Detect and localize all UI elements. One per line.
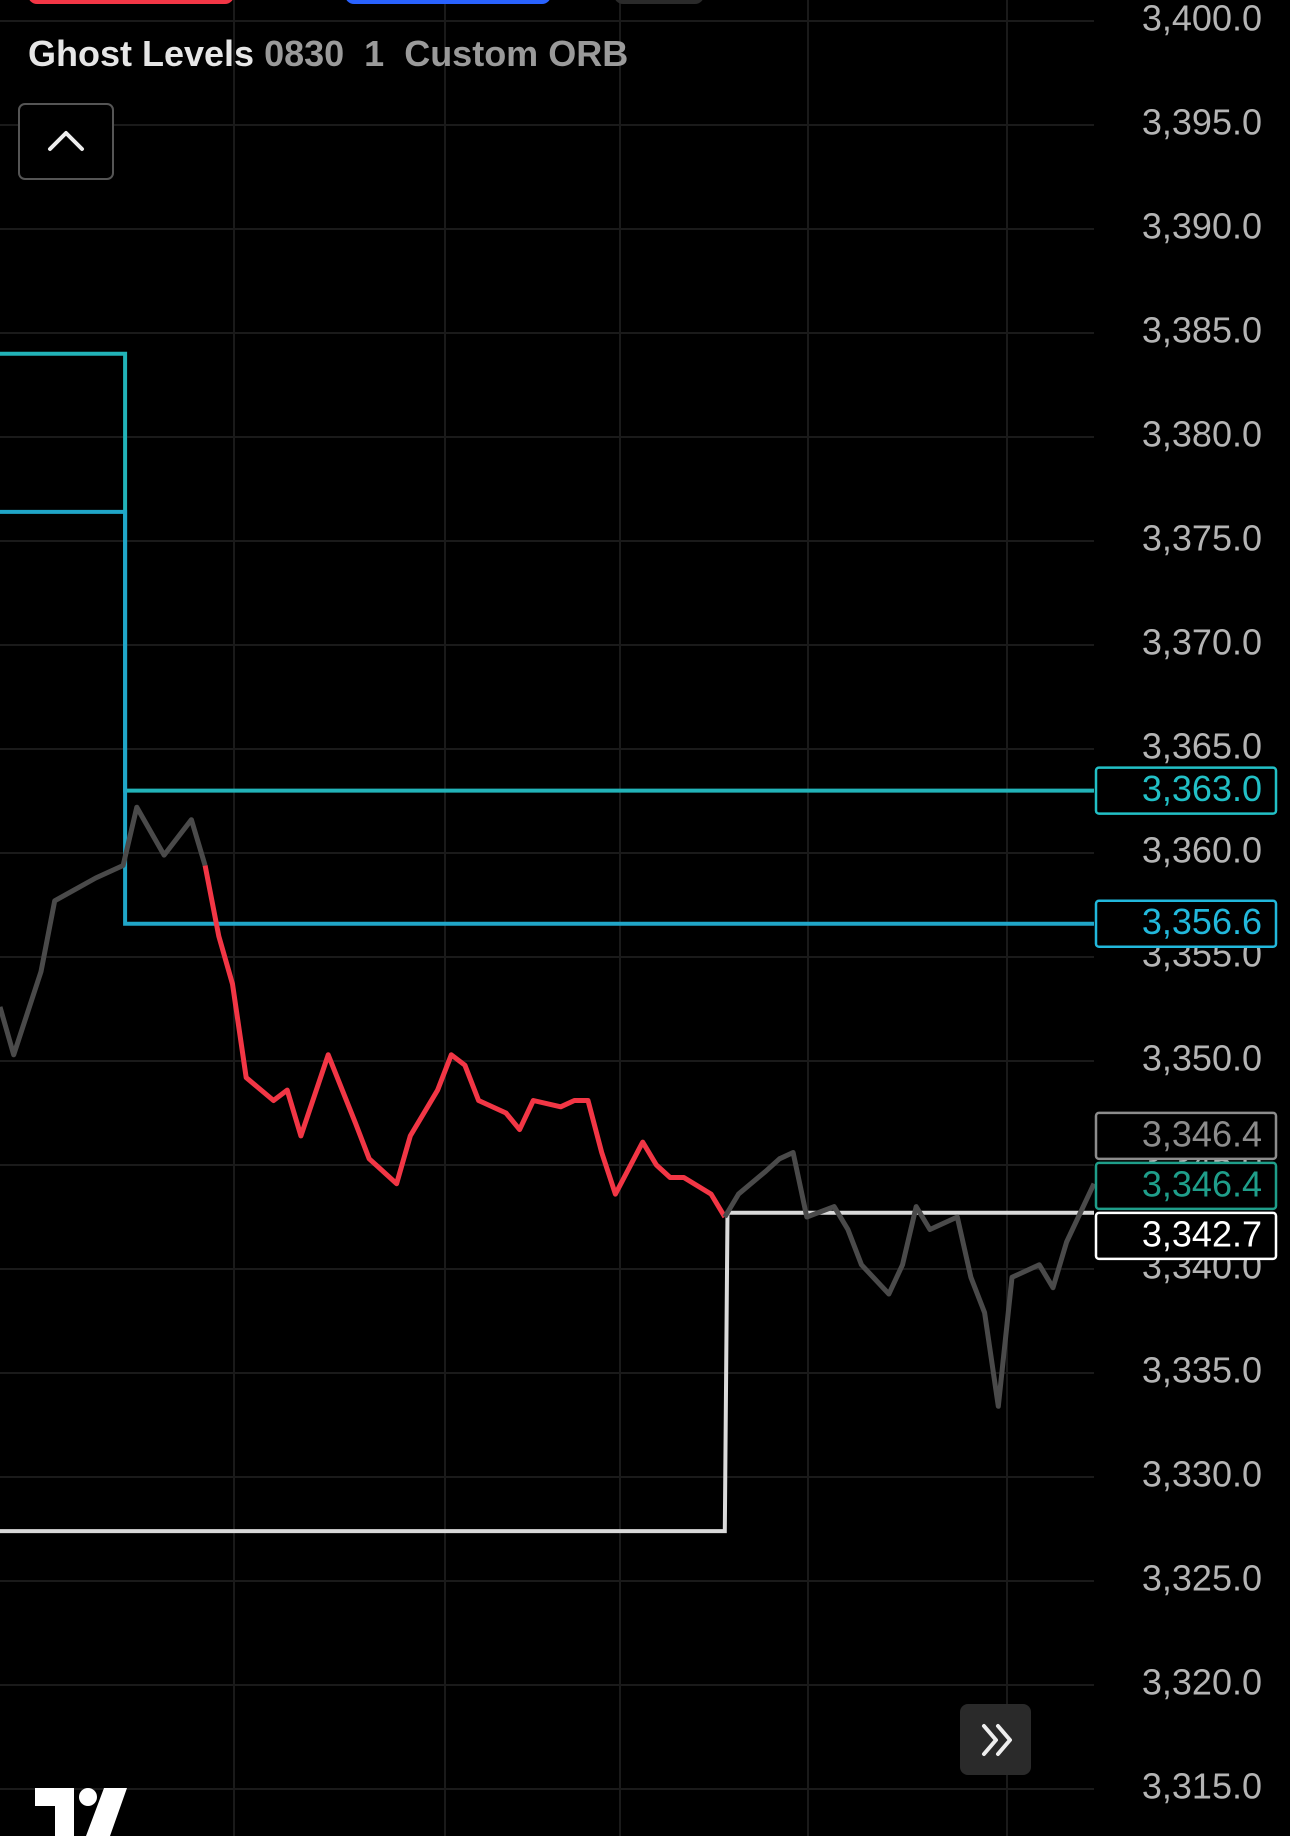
price-label-box [1094,1211,1278,1261]
price-line [0,804,208,1058]
price-label-box [1094,1161,1278,1211]
logo-part[interactable] [35,1788,74,1836]
y-tick-label: 3,385.0 [1142,310,1262,351]
tab-blue[interactable] [345,0,551,4]
y-tick-label: 3,330.0 [1142,1454,1262,1495]
price-label: 3,346.4 [1142,1113,1262,1154]
price-label-box [1094,1111,1278,1161]
y-tick-label: 3,360.0 [1142,830,1262,871]
tab-gray[interactable] [614,0,704,4]
y-tick-label: 3,370.0 [1142,622,1262,663]
price-label-box [1094,899,1278,948]
scroll-latest-button[interactable] [960,1704,1031,1775]
y-tick-label: 3,400.0 [1142,0,1262,39]
price-label: 3,363.0 [1142,768,1262,809]
y-tick-label: 3,325.0 [1142,1558,1262,1599]
y-tick-label: 3,390.0 [1142,206,1262,247]
y-tick-label: 3,395.0 [1142,102,1262,143]
indicator-name: Ghost Levels [28,33,254,74]
y-tick-label: 3,365.0 [1142,726,1262,767]
y-tick-label: 3,335.0 [1142,1350,1262,1391]
y-tick-label: 3,315.0 [1142,1766,1262,1807]
horizontal-grid [0,20,1094,1790]
y-tick-label: 3,320.0 [1142,1662,1262,1703]
y-tick-label: 3,380.0 [1142,414,1262,455]
y-tick-label: 3,350.0 [1142,1038,1262,1079]
logo[interactable] [35,1788,127,1836]
collapse-button[interactable] [18,103,114,180]
orb-level-line [0,1210,1094,1534]
price-label: 3,356.6 [1142,901,1262,942]
legend: Ghost Levels 0830 1 Custom ORB [28,33,628,74]
tab-red[interactable] [28,0,234,4]
plot [0,351,1097,1534]
y-tick-label: 3,375.0 [1142,518,1262,559]
button-frame[interactable] [18,103,114,180]
logo-part[interactable] [86,1788,127,1836]
chevron-up[interactable] [48,131,84,151]
price-line [722,1150,1097,1409]
indicator-params: 0830 1 Custom ORB [264,33,628,74]
price-label: 3,346.4 [1142,1163,1262,1204]
price-label: 3,342.7 [1142,1213,1262,1254]
logo-part[interactable] [79,1788,97,1806]
price-label-box [1094,766,1278,815]
orb-level-line [0,509,1094,926]
price-line [202,865,727,1219]
price-labels: 3,363.0 3,356.6 3,346.4 3,346.4 3,342.7 [1094,766,1278,1261]
double-chevron[interactable] [982,1724,1012,1756]
